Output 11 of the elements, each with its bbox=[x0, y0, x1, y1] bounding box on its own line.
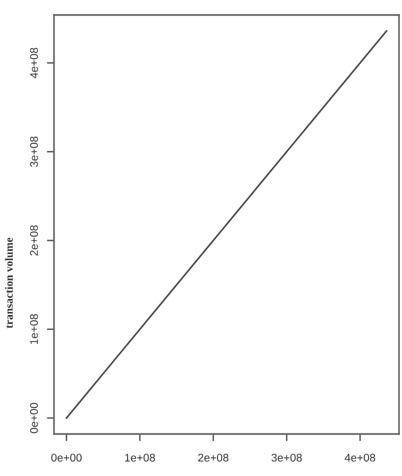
y-tick-label: 3e+08 bbox=[30, 136, 38, 167]
y-axis-title: transaction volume bbox=[4, 238, 13, 328]
x-tick-label: 4e+08 bbox=[344, 454, 376, 462]
y-tick-label: 1e+08 bbox=[30, 314, 38, 344]
y-tick-label: 0e+00 bbox=[30, 402, 38, 434]
x-tick-label: 2e+08 bbox=[198, 454, 228, 462]
y-tick-label: 2e+08 bbox=[30, 225, 38, 256]
x-tick-label: 1e+08 bbox=[125, 454, 156, 462]
x-tick-label: 0e+00 bbox=[51, 454, 82, 462]
x-tick-label: 3e+08 bbox=[272, 454, 302, 462]
y-tick-label: 4e+08 bbox=[30, 48, 38, 78]
